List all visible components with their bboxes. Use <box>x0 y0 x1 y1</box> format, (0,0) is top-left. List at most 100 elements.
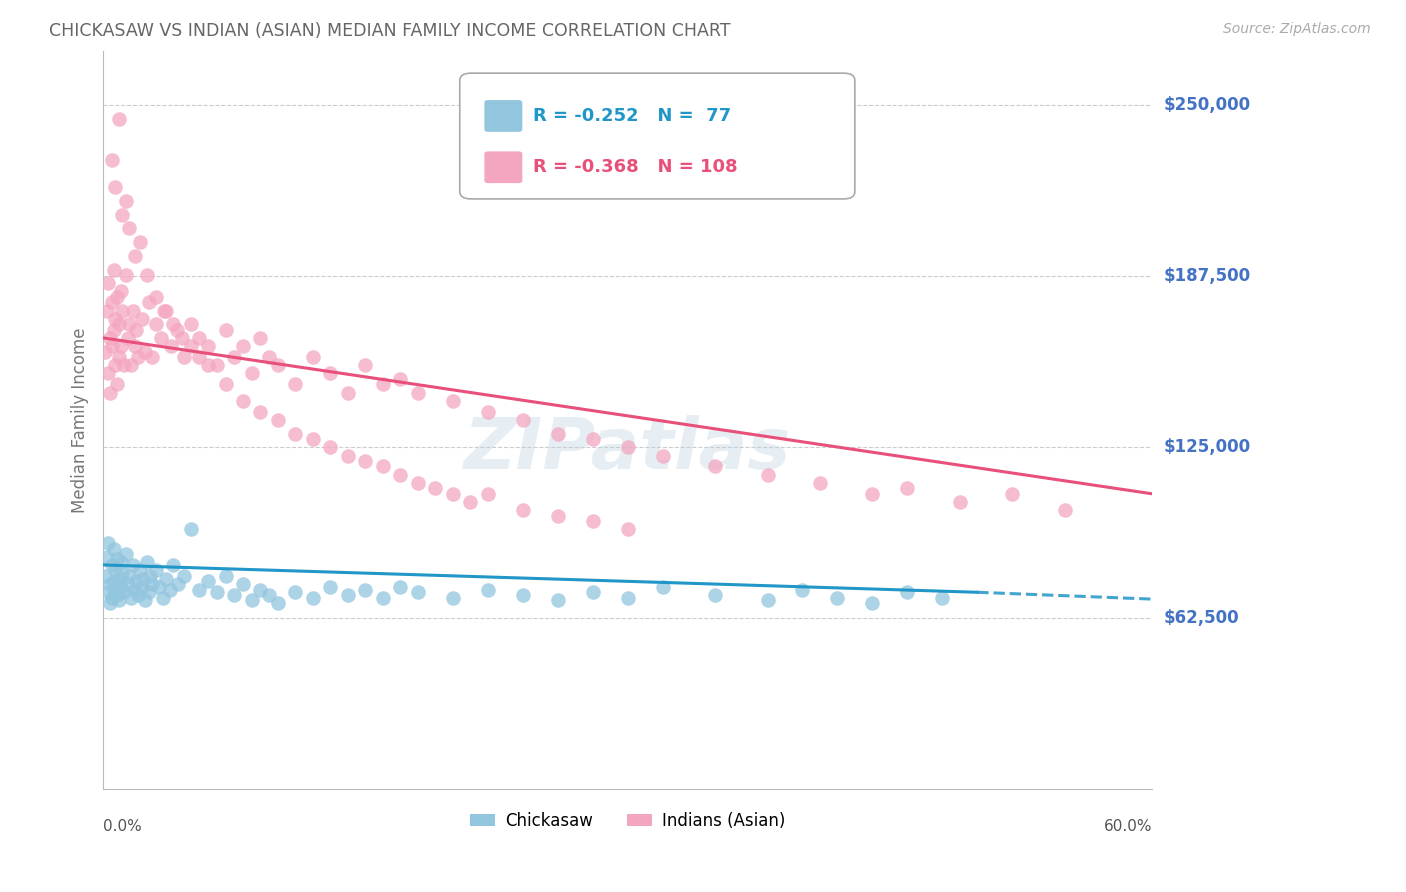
Point <box>792 582 814 597</box>
Text: ZIPatlas: ZIPatlas <box>464 415 792 484</box>
Point <box>104 563 127 577</box>
Point <box>319 440 342 454</box>
Legend: Chickasaw, Indians (Asian): Chickasaw, Indians (Asian) <box>464 805 792 837</box>
Point <box>371 591 394 605</box>
Text: R = -0.252   N =  77: R = -0.252 N = 77 <box>533 107 731 125</box>
Point <box>896 481 918 495</box>
Point <box>249 331 271 345</box>
Point <box>128 235 150 249</box>
Point <box>112 358 135 372</box>
Point <box>240 593 263 607</box>
Point <box>105 588 128 602</box>
Text: Source: ZipAtlas.com: Source: ZipAtlas.com <box>1223 22 1371 37</box>
Point <box>205 358 228 372</box>
Point <box>139 569 162 583</box>
Point <box>101 339 124 353</box>
Point <box>284 585 307 599</box>
Text: $187,500: $187,500 <box>1163 268 1250 285</box>
Point <box>582 514 605 528</box>
Point <box>104 311 127 326</box>
Point <box>512 503 534 517</box>
Text: $62,500: $62,500 <box>1163 609 1239 627</box>
Point <box>458 495 481 509</box>
Point <box>756 593 779 607</box>
Point <box>477 582 499 597</box>
Point <box>371 459 394 474</box>
Point <box>131 580 153 594</box>
Point <box>108 593 131 607</box>
Point <box>336 588 359 602</box>
Point <box>302 432 325 446</box>
Point <box>112 585 135 599</box>
Point <box>240 367 263 381</box>
Point <box>98 596 121 610</box>
Point <box>98 385 121 400</box>
Text: $250,000: $250,000 <box>1163 96 1250 114</box>
Point <box>155 303 177 318</box>
Point <box>101 153 124 167</box>
Point <box>124 249 146 263</box>
Point <box>1001 487 1024 501</box>
Point <box>105 290 128 304</box>
Point <box>104 358 127 372</box>
Point <box>104 582 127 597</box>
Point <box>827 591 849 605</box>
Point <box>118 221 141 235</box>
Point <box>188 582 211 597</box>
Point <box>477 487 499 501</box>
Point <box>354 582 377 597</box>
Point <box>121 558 143 572</box>
Point <box>616 440 638 454</box>
Point <box>616 591 638 605</box>
Point <box>162 558 184 572</box>
Point <box>135 268 157 282</box>
Point <box>188 350 211 364</box>
Point <box>267 358 290 372</box>
Point <box>284 377 307 392</box>
Point <box>148 580 170 594</box>
Point <box>153 303 176 318</box>
Point <box>441 487 464 501</box>
Point <box>145 290 167 304</box>
Point <box>896 585 918 599</box>
Point <box>512 413 534 427</box>
Point <box>197 358 219 372</box>
Point <box>117 577 139 591</box>
Point <box>180 317 202 331</box>
Point <box>170 331 193 345</box>
Point <box>389 580 412 594</box>
Point <box>808 475 831 490</box>
Point <box>108 572 131 586</box>
Point <box>115 194 138 208</box>
Point <box>249 582 271 597</box>
Text: 60.0%: 60.0% <box>1104 819 1152 834</box>
Point <box>232 393 254 408</box>
Point <box>141 350 163 364</box>
Point <box>145 317 167 331</box>
Point <box>336 385 359 400</box>
Point <box>127 588 149 602</box>
Point <box>134 344 156 359</box>
Point <box>319 580 342 594</box>
Point <box>284 426 307 441</box>
Point <box>651 580 673 594</box>
Point <box>257 350 280 364</box>
Point <box>118 317 141 331</box>
Point <box>101 591 124 605</box>
Point <box>406 475 429 490</box>
Point <box>302 350 325 364</box>
Point <box>616 522 638 536</box>
Point <box>547 508 569 523</box>
Point <box>141 577 163 591</box>
Text: R = -0.368   N = 108: R = -0.368 N = 108 <box>533 158 738 177</box>
Point <box>224 350 246 364</box>
Point <box>160 339 183 353</box>
Point <box>108 350 131 364</box>
Point <box>97 585 120 599</box>
Point <box>319 367 342 381</box>
Point <box>103 541 125 556</box>
Point <box>125 574 148 589</box>
Point <box>167 577 190 591</box>
Point <box>125 323 148 337</box>
Point <box>704 459 727 474</box>
